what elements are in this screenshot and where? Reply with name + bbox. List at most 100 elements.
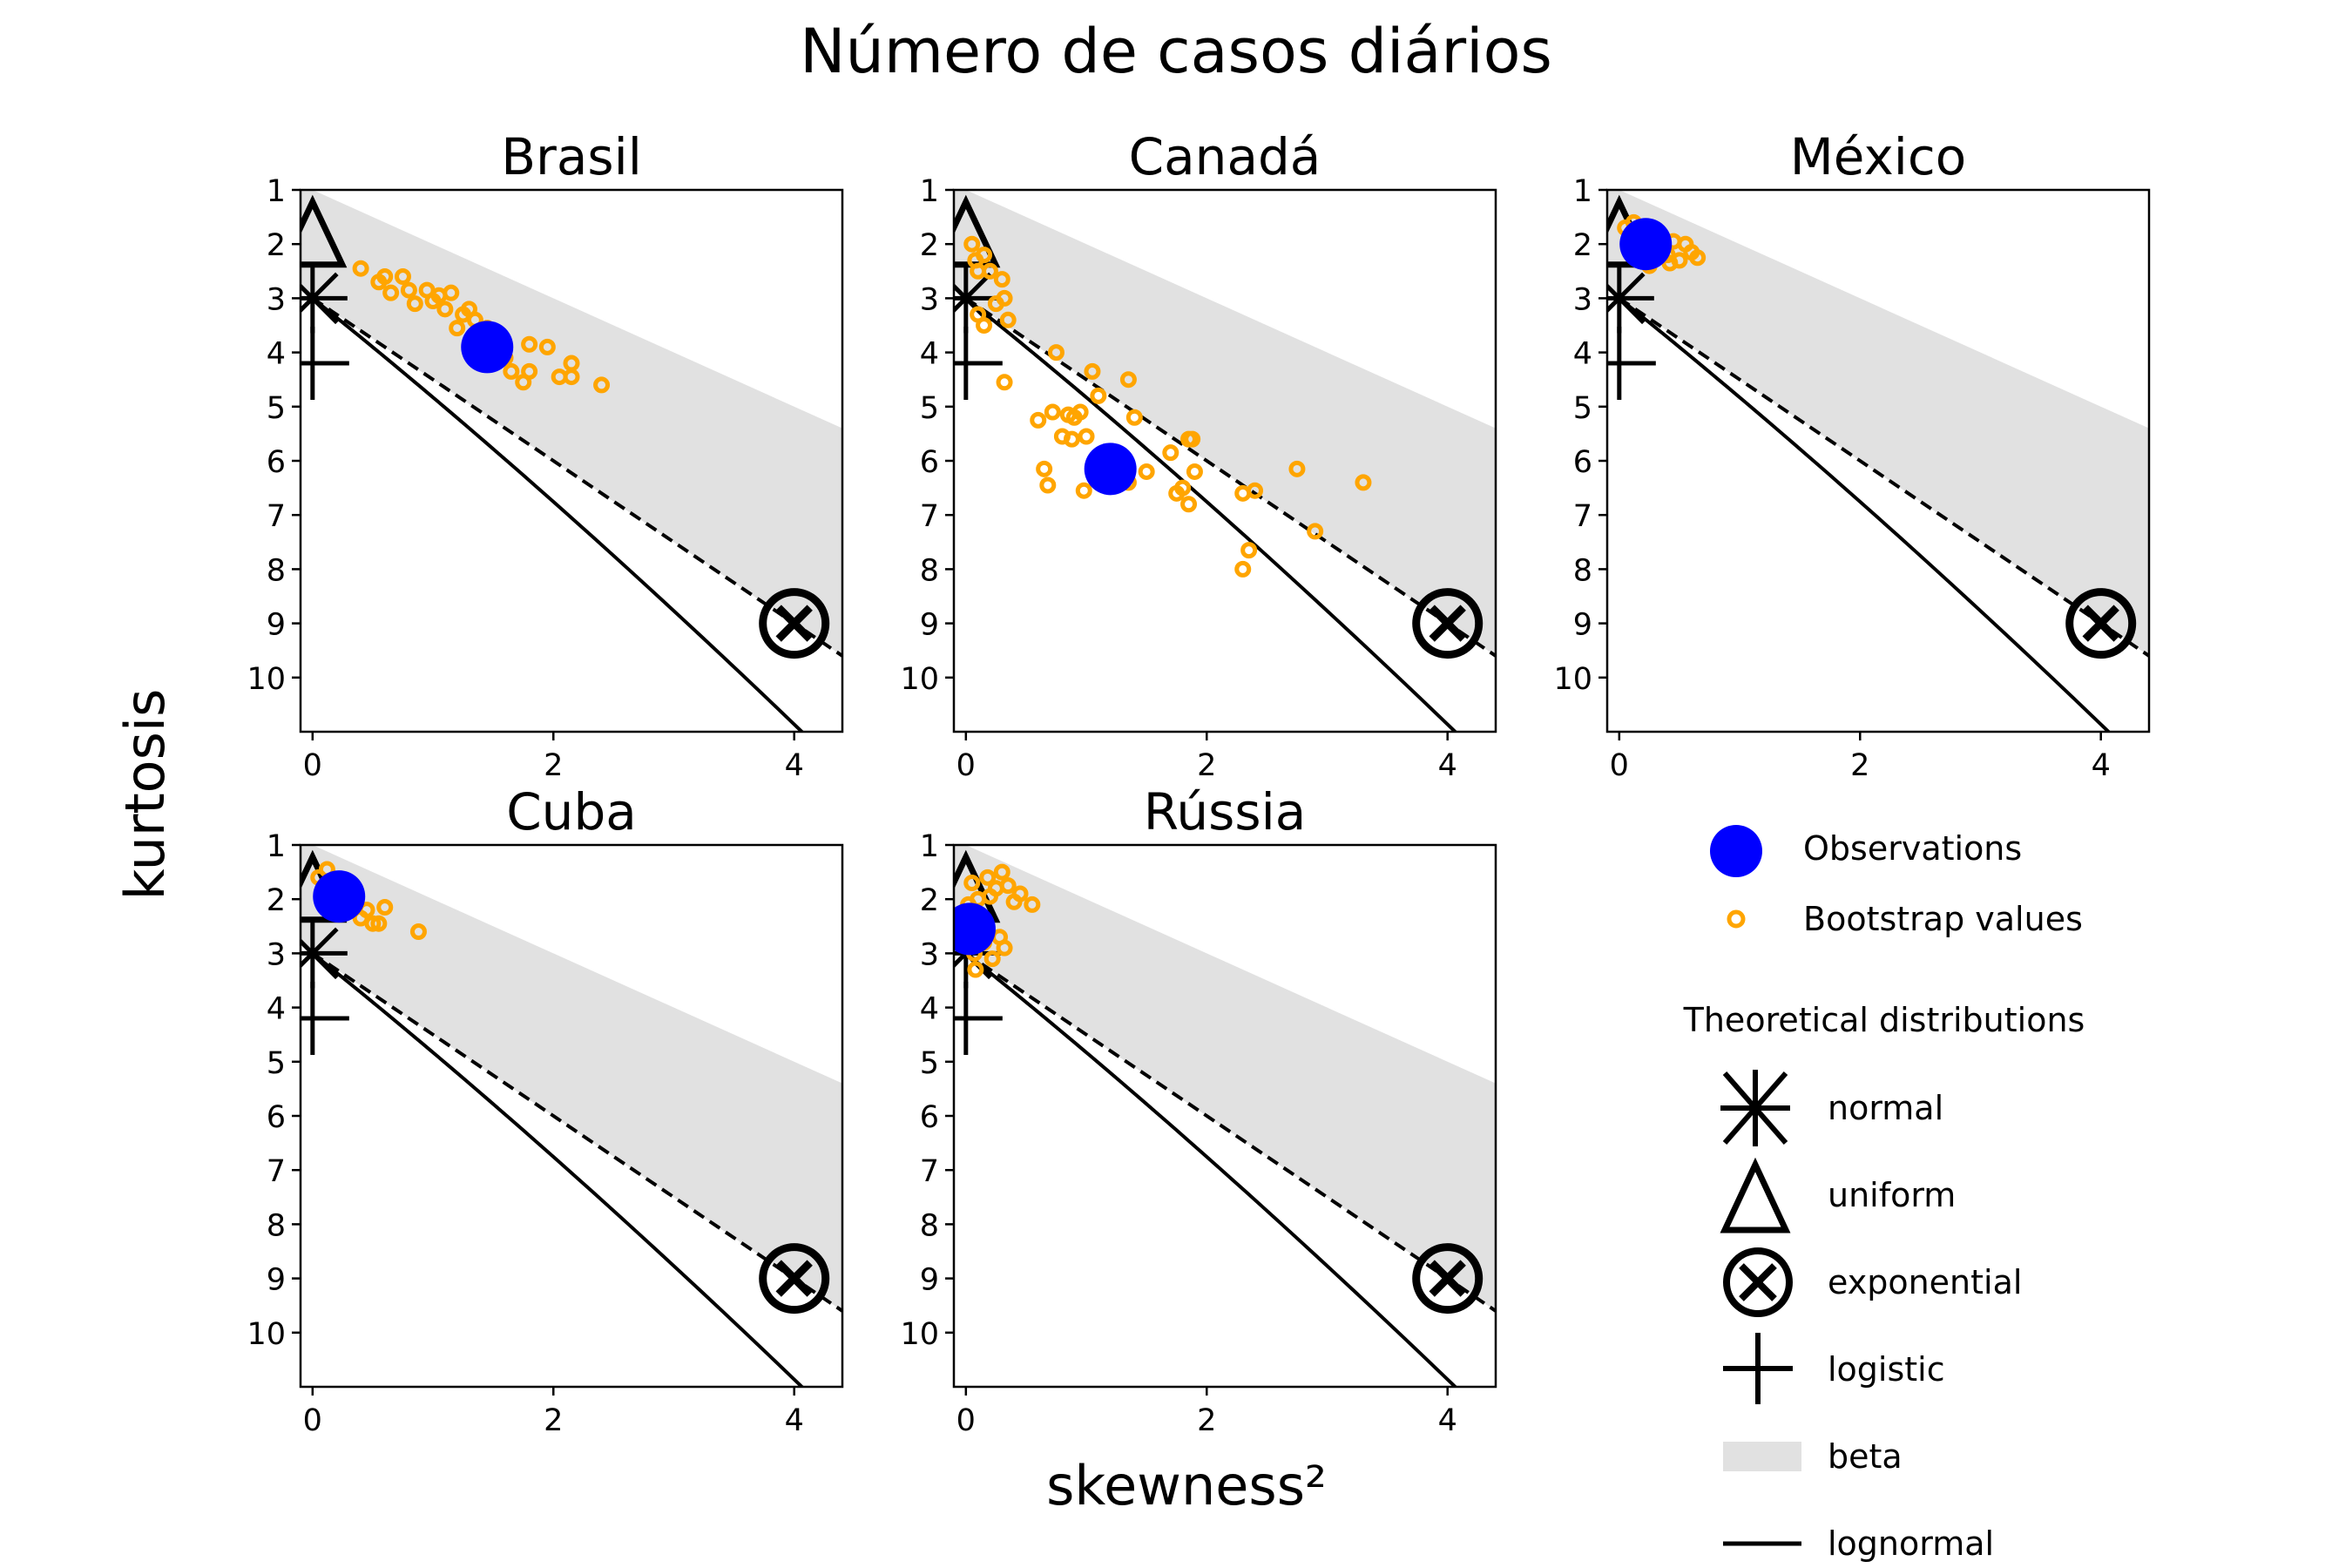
beta-region [954, 190, 1496, 656]
x-tick-label: 2 [1850, 748, 1869, 783]
bootstrap-point [1036, 460, 1053, 477]
observation-point [313, 870, 366, 923]
y-tick-label: 1 [267, 174, 286, 209]
bootstrap-point [996, 939, 1013, 956]
y-tick-label: 4 [920, 337, 939, 372]
panel-3: 1 2 3 4 5 6 7 8 9 10 0 2 4 México [1553, 127, 2151, 783]
y-tick-label: 1 [1573, 174, 1592, 209]
x-tick-label: 4 [1438, 748, 1457, 783]
y-tick-label: 7 [920, 1154, 939, 1189]
bootstrap-point [963, 235, 981, 253]
figure-title: Número de casos diários [800, 16, 1552, 87]
y-tick-label: 3 [920, 282, 939, 317]
bootstrap-point [449, 320, 466, 337]
y-tick-label: 4 [267, 992, 286, 1027]
bootstrap-point [521, 335, 538, 353]
legend-observations-label: Observations [1803, 829, 2022, 868]
bootstrap-point [1030, 411, 1047, 429]
gamma-line [1618, 296, 2149, 659]
x-tick-label: 4 [785, 748, 804, 783]
x-axis-label: skewness² [1046, 1454, 1327, 1517]
normal-icon [301, 918, 348, 989]
bootstrap-point [1090, 387, 1107, 404]
gamma-line [311, 296, 842, 659]
bootstrap-point [538, 338, 556, 355]
bootstrap-point [352, 260, 369, 277]
y-tick-label: 8 [920, 1208, 939, 1243]
bootstrap-point [963, 875, 981, 892]
bootstrap-point [1355, 474, 1372, 491]
bootstrap-point [993, 863, 1010, 881]
logistic-icon [301, 982, 349, 1056]
x-tick-label: 4 [2092, 748, 2111, 783]
panel-5: 1 2 3 4 5 6 7 8 9 10 0 2 4 Rússia [900, 782, 1497, 1438]
bootstrap-point [1234, 560, 1252, 578]
y-tick-label: 3 [1573, 282, 1592, 317]
bootstrap-point [593, 376, 611, 394]
legend-lognormal-label: lognormal [1828, 1524, 1994, 1563]
x-tick-label: 0 [303, 1403, 322, 1438]
bootstrap-point [1174, 479, 1192, 497]
plot-area [954, 190, 1496, 732]
bootstrap-point [1075, 482, 1092, 499]
bootstrap-point [376, 899, 394, 916]
bootstrap-point [1047, 344, 1064, 362]
bootstrap-point [970, 306, 987, 323]
bootstrap-point [999, 311, 1017, 328]
y-tick-label: 6 [920, 445, 939, 480]
bootstrap-point [1039, 476, 1057, 494]
bootstrap-point [400, 281, 417, 299]
beta-region [1607, 190, 2149, 656]
bootstrap-point [1180, 496, 1198, 513]
bootstrap-point [1071, 403, 1089, 421]
y-tick-label: 7 [267, 499, 286, 534]
y-tick-label: 10 [247, 662, 286, 697]
observation-point [461, 321, 514, 374]
logistic-icon [1723, 1333, 1793, 1404]
normal-icon [301, 263, 348, 334]
plot-area [954, 845, 1496, 1387]
y-tick-label: 1 [920, 174, 939, 209]
beta-swatch [1723, 1442, 1801, 1471]
bootstrap-point [1162, 444, 1179, 462]
bootstrap-point [993, 271, 1010, 288]
bootstrap-point [364, 915, 382, 932]
x-tick-label: 0 [303, 748, 322, 783]
bootstrap-point [394, 268, 411, 286]
plot-area [301, 190, 842, 732]
y-tick-label: 6 [267, 445, 286, 480]
panel-1: 1 2 3 4 5 6 7 8 9 10 0 2 4 Brasil [247, 127, 844, 783]
y-tick-label: 6 [920, 1100, 939, 1135]
exponential-icon [759, 1243, 830, 1315]
y-tick-label: 2 [1573, 228, 1592, 263]
observation-point [954, 902, 996, 956]
subplot-title: Canadá [1129, 127, 1321, 186]
y-tick-label: 1 [267, 829, 286, 864]
y-tick-label: 7 [267, 1154, 286, 1189]
subplot-title: Cuba [506, 782, 637, 841]
bootstrap-point [376, 268, 394, 286]
y-tick-label: 8 [920, 553, 939, 588]
bootstrap-point [1138, 463, 1155, 480]
uniform-icon [1720, 1157, 1791, 1233]
y-tick-label: 2 [920, 228, 939, 263]
observation-point [1084, 443, 1137, 496]
exponential-icon [1723, 1247, 1793, 1317]
bootstrap-point [443, 284, 460, 301]
bootstrap-point [1288, 460, 1306, 477]
legend-theoretical-title: Theoretical distributions [1683, 1001, 2085, 1039]
y-tick-label: 5 [267, 1046, 286, 1081]
y-tick-label: 4 [920, 992, 939, 1027]
logistic-icon [954, 982, 1003, 1056]
gamma-line [311, 951, 842, 1314]
bootstrap-point [1125, 409, 1143, 426]
plot-area [301, 845, 842, 1387]
legend-beta-label: beta [1828, 1437, 1903, 1476]
y-tick-label: 1 [920, 829, 939, 864]
y-axis-label: kurtosis [113, 689, 177, 901]
legend-exponential-label: exponential [1828, 1263, 2022, 1301]
logistic-icon [954, 327, 1003, 401]
y-tick-label: 8 [267, 553, 286, 588]
subplot-title: Brasil [501, 127, 642, 186]
